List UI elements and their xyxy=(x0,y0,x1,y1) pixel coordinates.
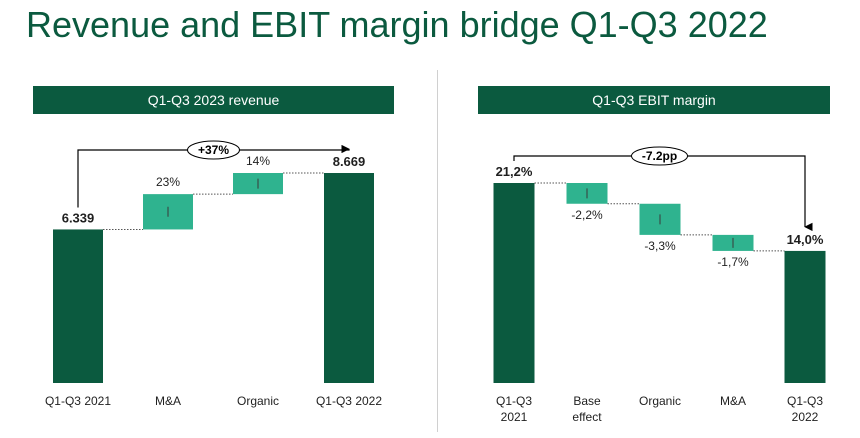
revenue-category-label-1: M&A xyxy=(155,394,181,408)
panel-divider xyxy=(437,70,438,432)
revenue-chart-title: Q1-Q3 2023 revenue xyxy=(33,86,394,114)
ebit-data-label-4: 14,0% xyxy=(787,232,824,247)
ebit-bar-4 xyxy=(784,250,826,383)
revenue-bridge-oval xyxy=(187,140,240,160)
revenue-data-label-1: 23% xyxy=(156,175,180,189)
ebit-category-label-1: Base effect xyxy=(572,394,602,424)
ebit-category-label-4: Q1-Q3 2022 xyxy=(787,394,823,424)
ebit-category-label-2: Organic xyxy=(639,394,681,408)
revenue-category-label-2: Organic xyxy=(237,394,279,408)
revenue-category-label-0: Q1-Q3 2021 xyxy=(45,394,111,408)
ebit-data-label-3: -1,7% xyxy=(717,255,749,269)
ebit-data-label-0: 21,2% xyxy=(496,164,533,179)
ebit-bridge-label: -7.2pp xyxy=(642,149,677,163)
revenue-category-label-3: Q1-Q3 2022 xyxy=(316,394,382,408)
ebit-bridge-oval xyxy=(631,146,688,166)
ebit-data-label-2: -3,3% xyxy=(644,239,676,253)
revenue-bridge-label: +37% xyxy=(198,143,229,157)
ebit-data-label-1: -2,2% xyxy=(571,208,603,222)
revenue-data-label-2: 14% xyxy=(246,154,270,168)
ebit-category-label-0: Q1-Q3 2021 xyxy=(496,394,532,424)
revenue-bar-0 xyxy=(53,229,103,383)
page-title: Revenue and EBIT margin bridge Q1-Q3 202… xyxy=(26,4,768,45)
revenue-bridge-chart: 6.339 Q1-Q3 2021 23% M&A 14% Organic 8.669 Q1-Q… xyxy=(45,140,382,408)
ebit-margin-bridge-chart: 21,2% Q1-Q3 2021 -2,2% Base effect -3,3% Organi… xyxy=(493,146,826,424)
ebit-chart-title: Q1-Q3 EBIT margin xyxy=(478,86,830,114)
ebit-bar-0 xyxy=(493,183,535,383)
revenue-data-label-3: 8.669 xyxy=(333,154,366,169)
ebit-category-label-3: M&A xyxy=(720,394,746,408)
revenue-data-label-0: 6.339 xyxy=(62,210,95,225)
revenue-bar-3 xyxy=(324,173,374,383)
